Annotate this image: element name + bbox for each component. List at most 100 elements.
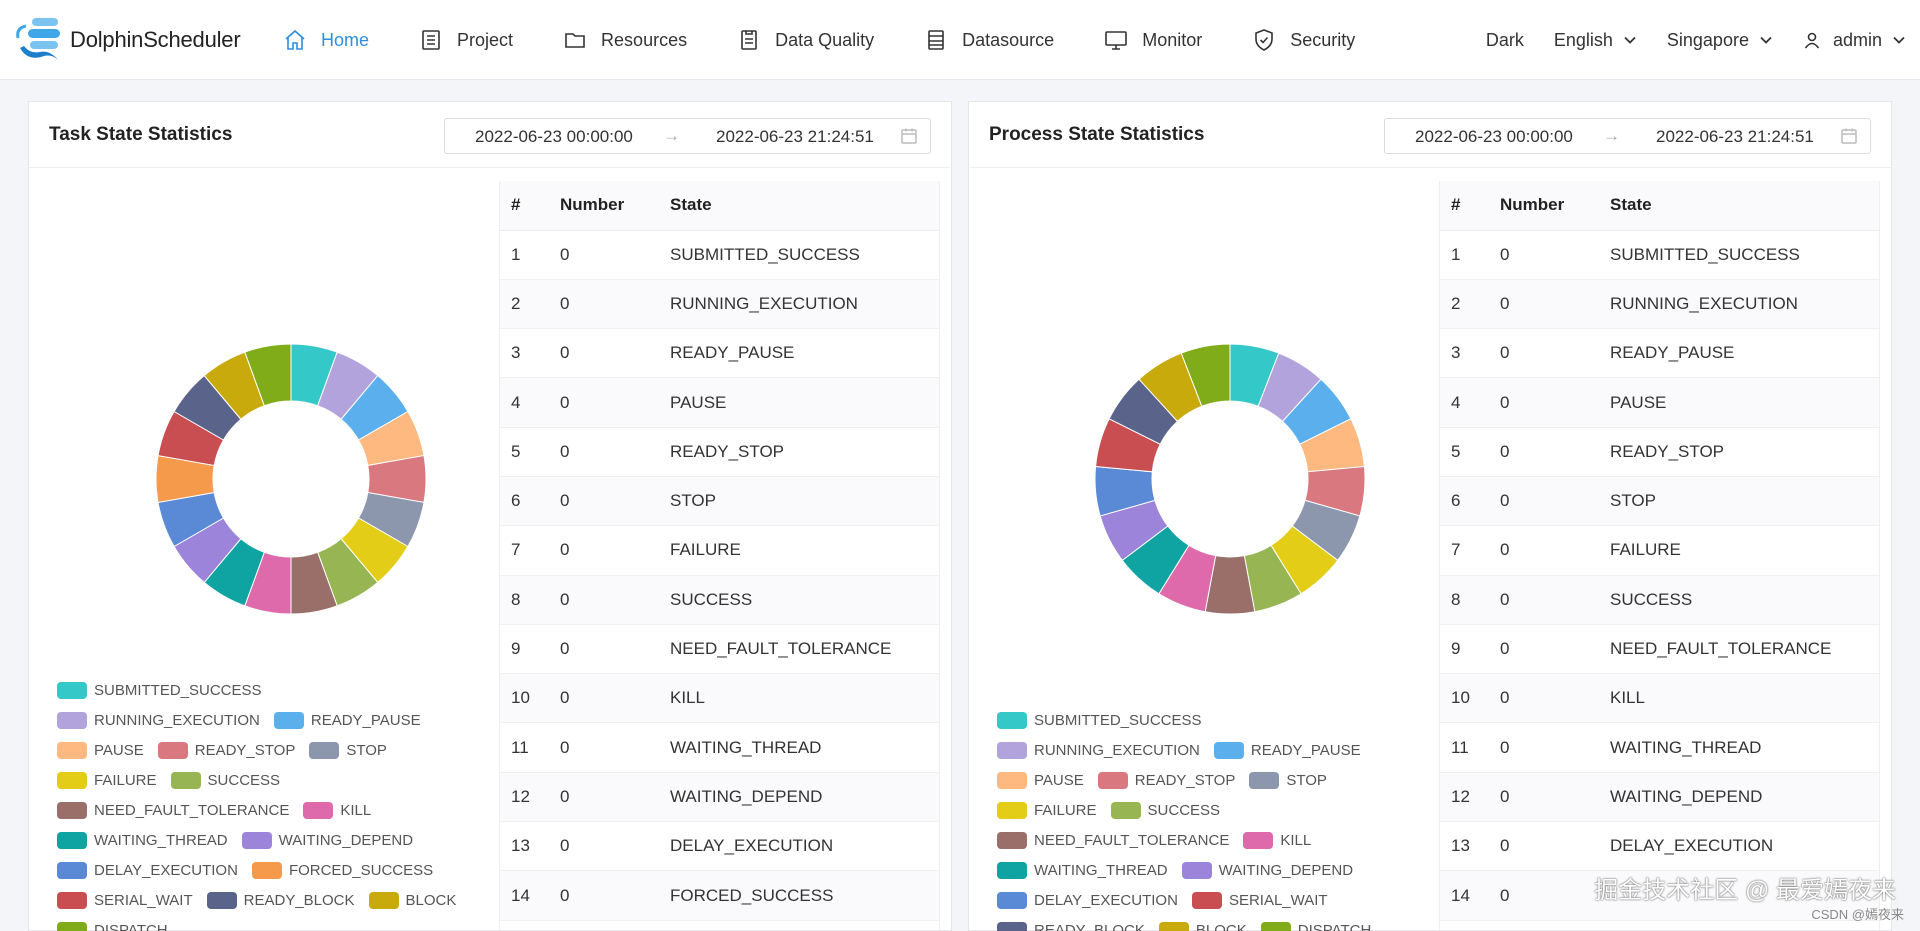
nav-resources-label: Resources <box>601 29 688 50</box>
legend-item-waiting-depend[interactable]: WAITING_DEPEND <box>241 825 413 855</box>
table-row: 5 0 READY_STOP <box>500 427 939 477</box>
legend-item-submitted-success[interactable]: SUBMITTED_SUCCESS <box>997 705 1202 735</box>
calendar-icon[interactable] <box>1840 127 1858 145</box>
legend-swatch <box>997 711 1027 729</box>
timezone-select[interactable]: Singapore <box>1667 30 1773 51</box>
legend-swatch <box>309 741 340 759</box>
theme-toggle[interactable]: Dark <box>1486 30 1524 51</box>
date-range-picker[interactable]: 2022-06-23 00:00:00 → 2022-06-23 21:24:5… <box>1384 118 1871 154</box>
row-state: READY_PAUSE <box>1610 328 1879 379</box>
legend-item-block[interactable]: BLOCK <box>1158 915 1247 931</box>
legend-item-pause[interactable]: PAUSE <box>997 765 1084 795</box>
legend-item-waiting-thread[interactable]: WAITING_THREAD <box>57 825 228 855</box>
legend-label: WAITING_THREAD <box>1034 861 1168 879</box>
legend-item-running-execution[interactable]: RUNNING_EXECUTION <box>997 735 1200 765</box>
row-state: WAITING_THREAD <box>670 722 939 773</box>
legend-item-serial-wait[interactable]: SERIAL_WAIT <box>1191 885 1328 915</box>
legend-item-ready-pause[interactable]: READY_PAUSE <box>273 705 421 735</box>
legend-item-delay-execution[interactable]: DELAY_EXECUTION <box>57 855 238 885</box>
legend-swatch <box>57 771 87 789</box>
legend-item-kill[interactable]: KILL <box>303 795 371 825</box>
legend-item-dispatch[interactable]: DISPATCH <box>1260 915 1371 931</box>
nav-monitor-label: Monitor <box>1142 29 1203 50</box>
table-row: 10 0 KILL <box>500 673 939 724</box>
legend-swatch <box>57 861 87 879</box>
nav-resources[interactable]: Resources <box>563 28 687 52</box>
donut-slice-dispatch[interactable] <box>244 343 292 407</box>
card-header: Task State Statistics 2022-06-23 00:00:0… <box>29 102 951 168</box>
legend-item-need-fault-tolerance[interactable]: NEED_FAULT_TOLERANCE <box>997 825 1229 855</box>
arrow-right-icon: → <box>1603 126 1620 145</box>
legend-swatch <box>57 681 87 699</box>
legend-item-success[interactable]: SUCCESS <box>1110 795 1221 825</box>
row-state: WAITING_DEPEND <box>1610 772 1879 823</box>
end-date[interactable]: 2022-06-23 21:24:51 <box>1656 127 1814 146</box>
legend-item-failure[interactable]: FAILURE <box>57 765 157 795</box>
legend-item-stop[interactable]: STOP <box>309 735 387 765</box>
legend-swatch <box>57 801 87 819</box>
row-number: 0 <box>1500 525 1610 576</box>
calendar-icon[interactable] <box>900 127 918 145</box>
legend-item-waiting-depend[interactable]: WAITING_DEPEND <box>1181 855 1354 885</box>
legend-item-ready-block[interactable]: READY_BLOCK <box>997 915 1145 931</box>
nav-datasource[interactable]: Datasource <box>924 28 1054 52</box>
legend-item-ready-stop[interactable]: READY_STOP <box>1097 765 1235 795</box>
language-select[interactable]: English <box>1554 30 1637 51</box>
legend-swatch <box>1110 801 1141 819</box>
row-number: 0 <box>560 230 670 280</box>
dolphin-logo-icon <box>16 18 60 60</box>
monitor-icon <box>1105 31 1128 50</box>
legend-item-pause[interactable]: PAUSE <box>57 735 144 765</box>
legend-item-ready-block[interactable]: READY_BLOCK <box>206 885 355 915</box>
card-title: Task State Statistics <box>49 124 233 145</box>
row-state: WAITING_DEPEND <box>670 772 939 823</box>
legend-item-ready-stop[interactable]: READY_STOP <box>157 735 295 765</box>
app-logo[interactable]: DolphinScheduler <box>14 16 241 64</box>
row-number: 0 <box>560 772 670 823</box>
watermark-sub: CSDN @嫣夜来 <box>1811 907 1904 922</box>
end-date[interactable]: 2022-06-23 21:24:51 <box>716 127 874 146</box>
nav-security[interactable]: Security <box>1252 28 1355 52</box>
legend-item-waiting-thread[interactable]: WAITING_THREAD <box>997 855 1168 885</box>
start-date[interactable]: 2022-06-23 00:00:00 <box>475 127 633 146</box>
legend-swatch <box>273 711 304 729</box>
legend-swatch <box>997 861 1027 879</box>
legend-item-dispatch[interactable]: DISPATCH <box>57 915 168 931</box>
legend-label: BLOCK <box>1195 921 1247 931</box>
donut-slice-dispatch[interactable] <box>1180 343 1231 407</box>
legend-swatch <box>251 861 282 879</box>
legend-item-success[interactable]: SUCCESS <box>170 765 280 795</box>
nav-data-quality[interactable]: Data Quality <box>737 28 874 52</box>
nav-project[interactable]: Project <box>419 28 513 52</box>
table-row: 3 0 READY_PAUSE <box>500 328 939 379</box>
legend-item-stop[interactable]: STOP <box>1249 765 1327 795</box>
start-date[interactable]: 2022-06-23 00:00:00 <box>1415 127 1573 146</box>
legend-item-ready-pause[interactable]: READY_PAUSE <box>1213 735 1361 765</box>
shield-icon <box>1255 29 1274 51</box>
table-row: 9 0 NEED_FAULT_TOLERANCE <box>1440 624 1879 675</box>
legend-item-block[interactable]: BLOCK <box>368 885 456 915</box>
legend-item-need-fault-tolerance[interactable]: NEED_FAULT_TOLERANCE <box>57 795 289 825</box>
legend-item-kill[interactable]: KILL <box>1243 825 1311 855</box>
legend-item-running-execution[interactable]: RUNNING_EXECUTION <box>57 705 260 735</box>
legend-label: SUCCESS <box>1147 801 1221 819</box>
legend-label: READY_PAUSE <box>310 711 421 729</box>
row-number: 0 <box>560 427 670 477</box>
nav-home[interactable]: Home <box>283 28 369 52</box>
legend-swatch <box>1158 921 1189 931</box>
legend-item-delay-execution[interactable]: DELAY_EXECUTION <box>997 885 1178 915</box>
row-number: 0 <box>560 279 670 330</box>
table-row: 8 0 SUCCESS <box>1440 575 1879 625</box>
row-index: 6 <box>500 476 560 527</box>
nav-monitor[interactable]: Monitor <box>1104 28 1202 52</box>
user-menu[interactable]: admin <box>1803 30 1906 51</box>
task-state-table: # Number State 1 0 SUBMITTED_SUCCESS 2 0 RUNNIN… <box>500 181 939 921</box>
date-range-picker[interactable]: 2022-06-23 00:00:00 → 2022-06-23 21:24:5… <box>444 118 931 154</box>
legend-item-forced-success[interactable]: FORCED_SUCCESS <box>251 855 433 885</box>
legend-swatch <box>997 921 1027 931</box>
row-number: 0 <box>560 377 670 428</box>
legend-item-submitted-success[interactable]: SUBMITTED_SUCCESS <box>57 675 262 705</box>
legend-label: WAITING_DEPEND <box>1218 861 1354 879</box>
legend-item-serial-wait[interactable]: SERIAL_WAIT <box>57 885 193 915</box>
legend-item-failure[interactable]: FAILURE <box>997 795 1097 825</box>
